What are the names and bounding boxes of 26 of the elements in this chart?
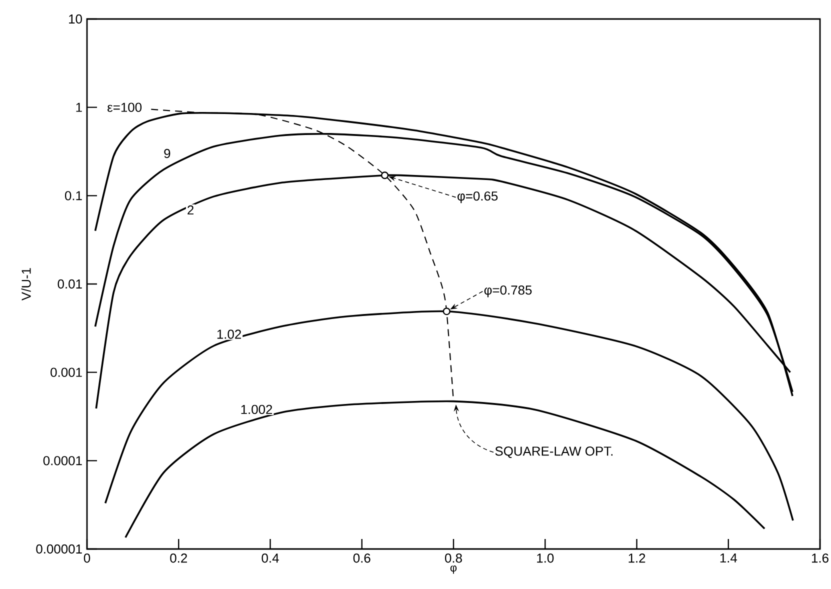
x-tick-label: 0.2 <box>170 554 187 563</box>
annotation: 9 <box>164 148 170 158</box>
x-tick-label: 0.6 <box>353 554 370 563</box>
y-tick-label: 0.1 <box>64 191 82 200</box>
x-tick-label: 1.2 <box>628 554 646 563</box>
x-tick-label: 1.4 <box>720 554 738 562</box>
annotation: 1.002 <box>241 404 272 414</box>
y-tick-label: 10 <box>69 14 82 24</box>
annotation: 2 <box>188 205 194 214</box>
x-tick-label: 1.0 <box>537 554 554 563</box>
annotation: SQUARE-LAW OPT. <box>495 446 613 458</box>
x-tick-label: 1.6 <box>812 554 828 563</box>
y-tick-label: 0.0001 <box>43 456 82 466</box>
annotation: 1.02 <box>217 330 241 339</box>
x-tick-label: 0 <box>84 554 90 563</box>
x-tick-label: 0.4 <box>262 554 279 563</box>
y-tick-label: 0.00001 <box>36 544 82 554</box>
annotation: φ=0.65 <box>458 191 498 204</box>
y-tick-label: 1 <box>76 102 82 112</box>
x-axis-title: φ <box>450 566 457 574</box>
y-tick-label: 0.001 <box>50 368 82 377</box>
annotation: φ=0.785 <box>484 286 532 298</box>
y-tick-label: 0.01 <box>58 279 82 289</box>
y-axis-title: V/U-1 <box>21 268 31 300</box>
x-tick-label: 0.8 <box>445 554 462 563</box>
annotation: ε=100 <box>108 102 142 112</box>
